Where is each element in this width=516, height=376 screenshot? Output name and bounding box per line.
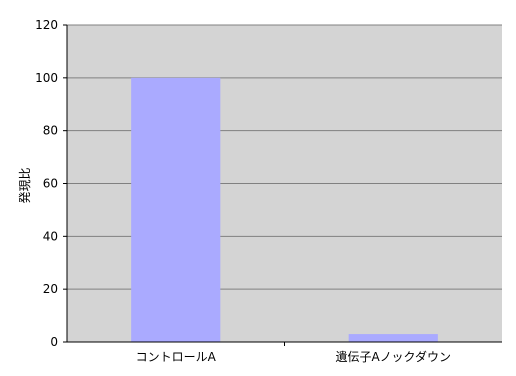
bars <box>131 77 438 342</box>
y-tick-label-0: 0 <box>50 335 58 349</box>
x-tick-label-1: コントロールA <box>136 350 217 364</box>
x-tick-labels: コントロールA 遺伝子Aノックダウン <box>136 349 451 364</box>
y-tick-label-40: 40 <box>43 229 58 243</box>
axes <box>66 25 502 346</box>
y-tick-label-20: 20 <box>43 282 58 296</box>
y-tick-labels: 0 20 40 60 80 100 120 <box>35 18 58 349</box>
y-tick-label-100: 100 <box>35 71 58 85</box>
x-tick-label-2: 遺伝子Aノックダウン <box>336 349 452 364</box>
y-tick-label-120: 120 <box>35 18 58 32</box>
y-tick-label-60: 60 <box>43 177 58 191</box>
y-axis-title: 発現比 <box>18 167 32 203</box>
bar-1 <box>131 77 221 342</box>
y-tick-label-80: 80 <box>43 124 58 138</box>
bar-2 <box>348 334 438 342</box>
